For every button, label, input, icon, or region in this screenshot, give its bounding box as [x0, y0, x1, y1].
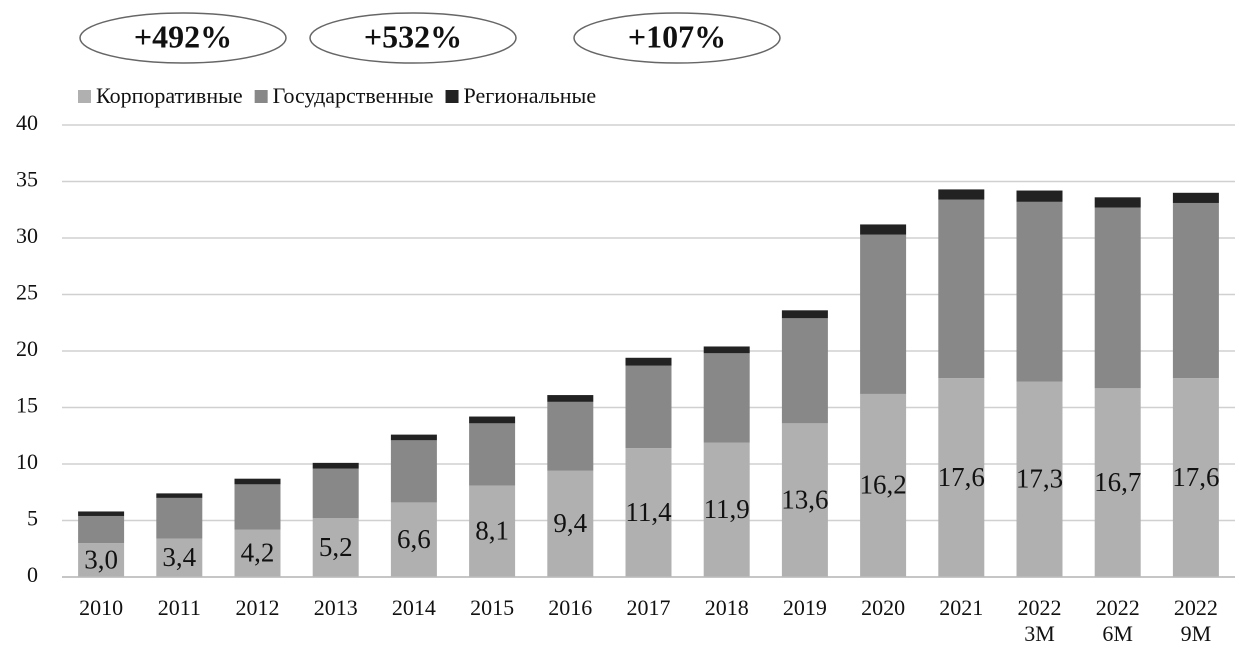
bar-segment	[703, 346, 750, 354]
bar-segment	[1094, 388, 1141, 577]
annotation-ellipse	[573, 12, 781, 64]
y-tick-label: 5	[27, 506, 38, 531]
bar-segment	[625, 365, 672, 449]
bar-segment	[860, 234, 907, 394]
data-label: 16,7	[1094, 467, 1141, 497]
bar-segment	[390, 502, 437, 577]
bar-segment	[156, 497, 203, 539]
y-tick-label: 35	[16, 167, 38, 192]
bar-segment	[234, 529, 281, 577]
x-tick-label: 2021	[939, 595, 984, 620]
bar-segment	[1016, 201, 1063, 382]
bar-segment	[1094, 207, 1141, 389]
bar-segment	[547, 395, 594, 402]
bar-segment	[390, 440, 437, 503]
bar-segment	[1172, 192, 1219, 203]
legend-swatch	[445, 90, 459, 103]
y-tick-label: 40	[16, 110, 38, 135]
y-tick-label: 15	[16, 393, 38, 418]
bar-segment	[547, 401, 594, 471]
data-label: 13,6	[781, 484, 828, 514]
x-tick-label: 2020	[861, 595, 906, 620]
x-tick-label: 2015	[470, 595, 515, 620]
bar-segment	[312, 462, 359, 469]
x-tick-label: 2012	[235, 595, 280, 620]
bar-segment	[938, 189, 985, 200]
data-label: 3,4	[162, 542, 196, 572]
x-tick-label: 2019	[782, 595, 827, 620]
bar-segment	[1172, 202, 1219, 379]
y-tick-label: 25	[16, 280, 38, 305]
bar-segment	[1016, 381, 1063, 577]
annotation: +532%	[364, 18, 462, 54]
bar-segment	[860, 393, 907, 577]
bar-segment	[234, 484, 281, 530]
data-label: 17,6	[1172, 462, 1219, 492]
data-label: 3,0	[84, 544, 118, 574]
bar-segment	[312, 468, 359, 519]
bar-segment	[390, 434, 437, 441]
bar-segment	[312, 518, 359, 577]
y-tick-label: 20	[16, 336, 38, 361]
bar-segment	[781, 310, 828, 319]
bar-segment	[78, 543, 125, 577]
y-tick-label: 30	[16, 223, 38, 248]
bar-segment	[469, 416, 516, 424]
bar-segment	[1094, 197, 1141, 208]
x-tick-label: 2010	[79, 595, 124, 620]
legend-label: Корпоративные	[96, 83, 243, 108]
x-tick-label: 2011	[157, 595, 201, 620]
bar-segment	[781, 423, 828, 577]
data-label: 17,6	[938, 462, 985, 492]
legend-swatch	[78, 90, 91, 103]
data-label: 17,3	[1016, 463, 1063, 493]
data-label: 4,2	[241, 537, 275, 567]
bar-segment	[625, 357, 672, 366]
bar-segment	[78, 511, 125, 516]
data-label: 6,6	[397, 524, 431, 554]
bar-segment	[469, 485, 516, 577]
annotation: +492%	[134, 18, 232, 54]
bar-segment	[156, 493, 203, 498]
x-tick-label: 2022 3M	[1017, 595, 1062, 646]
data-label: 5,2	[319, 532, 353, 562]
bar-segment	[234, 478, 281, 485]
bar-segment	[938, 199, 985, 379]
data-label: 16,2	[859, 470, 906, 500]
bar-segment	[156, 538, 203, 577]
bar-segment	[625, 448, 672, 577]
x-tick-label: 2017	[626, 595, 671, 620]
legend-label: Государственные	[273, 83, 434, 108]
x-tick-label: 2013	[313, 595, 358, 620]
x-tick-label: 2016	[548, 595, 593, 620]
data-label: 9,4	[553, 508, 587, 538]
bar-segment	[703, 353, 750, 443]
annotation-ellipse	[79, 12, 287, 64]
bar-segment	[703, 442, 750, 577]
bar-segment	[781, 318, 828, 424]
x-tick-label: 2014	[391, 595, 436, 620]
annotation-ellipse	[309, 12, 517, 64]
x-tick-label: 2018	[704, 595, 749, 620]
legend-label: Региональные	[464, 83, 597, 108]
y-tick-label: 10	[16, 449, 38, 474]
annotation: +107%	[628, 18, 726, 54]
x-tick-label: 2022 9M	[1173, 595, 1218, 646]
data-label: 11,9	[704, 494, 750, 524]
legend-swatch	[254, 90, 268, 103]
data-label: 11,4	[625, 497, 672, 527]
bar-segment	[860, 224, 907, 235]
data-label: 8,1	[475, 515, 509, 545]
y-tick-label: 0	[27, 562, 38, 587]
bar-segment	[1016, 190, 1063, 202]
bar-segment	[938, 378, 985, 577]
bar-segment	[547, 470, 594, 577]
x-tick-label: 2022 6M	[1095, 595, 1140, 646]
bar-segment	[1172, 378, 1219, 577]
bar-segment	[78, 515, 125, 544]
bar-segment	[469, 423, 516, 486]
